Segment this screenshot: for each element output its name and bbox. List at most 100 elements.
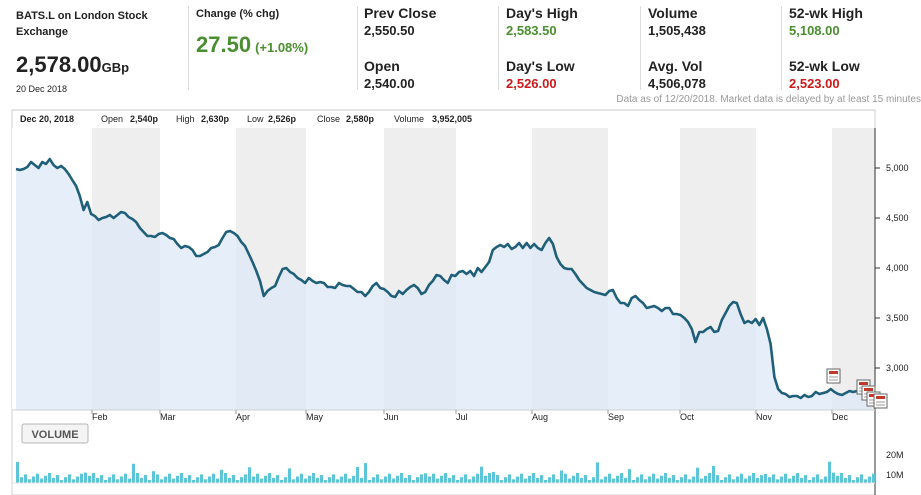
x-tick-label: Jul [456, 412, 468, 422]
volume-bar [20, 477, 23, 483]
ohlc-open-value: 2,540p [130, 114, 159, 124]
volume-bar [428, 476, 431, 483]
news-flag-icon[interactable] [826, 368, 841, 384]
prev-close-value: 2,550.50 [364, 23, 415, 38]
price-series-line[interactable] [15, 157, 873, 400]
volume-bar [100, 475, 103, 483]
x-tick-label: Mar [160, 412, 176, 422]
volume-bar [472, 476, 475, 483]
volume-bar [140, 477, 143, 483]
volume-bar [672, 475, 675, 483]
volume-bar [64, 477, 67, 483]
volume-bar [464, 474, 467, 483]
news-flags[interactable] [826, 368, 888, 409]
wk52-low-value: 2,523.00 [789, 76, 840, 91]
ohlc-high-label: High [176, 114, 195, 124]
volume-bar [816, 474, 819, 483]
volume-bar [256, 473, 259, 483]
volume-bar [572, 475, 575, 483]
volume-bar [456, 480, 459, 483]
volume-bar [720, 480, 723, 483]
x-tick-label: Nov [756, 412, 773, 422]
divider [357, 6, 358, 90]
volume-bar [788, 478, 791, 483]
price-area [16, 159, 872, 410]
quote-date: 20 Dec 2018 [16, 84, 68, 94]
volume-bar [288, 468, 291, 483]
volume-label: Volume [648, 5, 698, 21]
volume-bar [360, 477, 363, 483]
x-axis: Feb Mar Apr May Jun Jul Aug Sep Oct Nov Dec [91, 410, 849, 422]
volume-bar [740, 473, 743, 483]
volume-bar [708, 473, 711, 483]
volume-bar [540, 475, 543, 483]
volume-bar [36, 473, 39, 483]
volume-bar [508, 474, 511, 483]
volume-bar [88, 475, 91, 483]
volume-bar [820, 479, 823, 483]
volume-bar [132, 463, 135, 483]
y-axis: 3,000 3,500 4,000 4,500 5,000 [875, 163, 909, 373]
news-flag-icon[interactable] [873, 393, 888, 409]
x-tick-label: May [306, 412, 324, 422]
volume-bar [432, 473, 435, 483]
volume-bar [196, 477, 199, 483]
y-tick-label: 5,000 [886, 163, 909, 173]
volume-bar [700, 478, 703, 483]
day-low-label: Day's Low [506, 58, 575, 74]
volume-bar [324, 480, 327, 483]
volume-bar [232, 475, 235, 483]
volume-bar [168, 473, 171, 483]
volume-bar [608, 473, 611, 483]
day-high-value: 2,583.50 [506, 23, 557, 38]
volume-bar [624, 477, 627, 483]
volume-bar [628, 469, 631, 483]
volume-toggle-button[interactable]: VOLUME [21, 423, 89, 444]
volume-bar [484, 475, 487, 483]
volume-bar [280, 480, 283, 483]
x-tick-label: Jun [384, 412, 399, 422]
ohlc-low-value: 2,526p [268, 114, 297, 124]
volume-bar [396, 475, 399, 483]
y-tick-label: 4,500 [886, 213, 909, 223]
volume-bar [420, 474, 423, 483]
volume-bar [344, 473, 347, 483]
volume-bar [476, 473, 479, 483]
quote-header: BATS.L on London Stock Exchange 2,578.00… [0, 0, 921, 100]
volume-bar [732, 479, 735, 483]
volume-bar [860, 474, 863, 483]
volume-bar [564, 473, 567, 483]
volume-bar [844, 477, 847, 483]
x-tick-label: Oct [680, 412, 695, 422]
volume-bar [640, 474, 643, 483]
volume-bar [260, 478, 263, 483]
volume-bar [504, 477, 507, 483]
volume-bar [216, 478, 219, 483]
volume-bar [824, 476, 827, 483]
volume-bar [712, 465, 715, 483]
volume-bar [52, 477, 55, 483]
volume-bar [752, 473, 755, 483]
ohlc-readout: Dec 20, 2018 Open 2,540p High 2,630p Low… [20, 114, 472, 124]
volume-bar [364, 463, 367, 483]
volume-bar [60, 480, 63, 483]
volume-bar [768, 477, 771, 483]
data-disclaimer: Data as of 12/20/2018. Market data is de… [616, 94, 921, 105]
volume-button-label[interactable]: VOLUME [31, 429, 78, 441]
volume-bar [864, 479, 867, 483]
change-label: Change (% chg) [196, 8, 280, 20]
volume-bar [164, 476, 167, 483]
volume-bar [556, 479, 559, 483]
volume-bar [544, 480, 547, 483]
volume-bar [620, 473, 623, 483]
volume-bar [220, 469, 223, 483]
price-chart[interactable]: 3,000 3,500 4,000 4,500 5,000 Feb Mar Apr May Ju… [0, 100, 921, 495]
wk52-high-cell: 52-wk High 5,108.00 [789, 5, 863, 97]
volume-bar [124, 473, 127, 483]
volume-button-frame[interactable] [21, 423, 89, 444]
open-value: 2,540.00 [364, 76, 415, 91]
volume-bar [784, 473, 787, 483]
volume-bar [372, 477, 375, 483]
volume-bar [400, 473, 403, 483]
volume-bar [352, 475, 355, 483]
